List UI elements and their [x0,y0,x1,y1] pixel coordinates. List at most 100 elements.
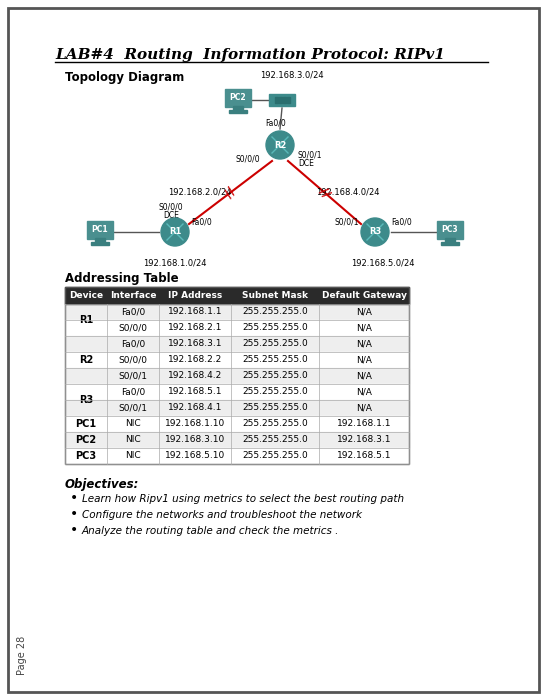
Text: 192.168.1.1: 192.168.1.1 [168,307,222,316]
Text: Fa0/0: Fa0/0 [121,340,145,349]
Text: S0/0/0: S0/0/0 [119,356,148,365]
Text: 192.168.2.0/24: 192.168.2.0/24 [168,188,232,197]
Text: N/A: N/A [356,323,372,332]
Bar [445,238,455,244]
Bar [65,384,409,400]
Text: N/A: N/A [356,356,372,365]
Text: Analyze the routing table and check the metrics .: Analyze the routing table and check the … [82,526,339,536]
Text: Subnet Mask: Subnet Mask [242,291,308,300]
Text: Learn how Ripv1 using metrics to select the best routing path: Learn how Ripv1 using metrics to select … [82,494,404,504]
Text: 255.255.255.0: 255.255.255.0 [242,323,308,332]
Text: N/A: N/A [356,307,372,316]
Text: Fa0/0: Fa0/0 [266,119,287,128]
Circle shape [161,218,189,246]
Text: N/A: N/A [356,340,372,349]
Text: 255.255.255.0: 255.255.255.0 [242,356,308,365]
Text: DCE: DCE [298,160,314,169]
Text: 255.255.255.0: 255.255.255.0 [242,340,308,349]
Text: R3: R3 [369,228,381,237]
Text: R2: R2 [274,141,286,150]
Text: PC1: PC1 [92,225,108,234]
Text: 255.255.255.0: 255.255.255.0 [242,435,308,444]
Text: S0/0/0: S0/0/0 [235,155,260,164]
Text: S0/0/1: S0/0/1 [298,150,323,160]
Text: R2: R2 [79,355,93,365]
Text: Topology Diagram: Topology Diagram [65,71,184,85]
Text: 255.255.255.0: 255.255.255.0 [242,388,308,396]
Text: N/A: N/A [356,372,372,381]
Text: 192.168.4.0/24: 192.168.4.0/24 [316,188,380,197]
Text: 255.255.255.0: 255.255.255.0 [242,452,308,461]
Bar [65,287,409,304]
Text: 255.255.255.0: 255.255.255.0 [242,403,308,412]
Bar [65,336,409,352]
Text: 192.168.2.1: 192.168.2.1 [168,323,222,332]
Bar [65,416,409,432]
Text: 192.168.5.10: 192.168.5.10 [165,452,225,461]
Text: S0/0/1: S0/0/1 [335,218,359,227]
Text: Configure the networks and troubleshoot the network: Configure the networks and troubleshoot … [82,510,362,520]
Text: N/A: N/A [356,403,372,412]
Text: S0/0/1: S0/0/1 [119,372,148,381]
Bar [225,89,251,107]
Text: S0/0/1: S0/0/1 [119,403,148,412]
Bar [279,97,282,103]
Text: 255.255.255.0: 255.255.255.0 [242,307,308,316]
Bar [275,97,278,103]
Bar [65,287,409,464]
Bar [233,106,243,112]
Text: NIC: NIC [125,419,141,428]
Bar [437,221,463,239]
Text: PC3: PC3 [441,225,458,234]
Text: R3: R3 [79,395,93,405]
Text: Fa0/0: Fa0/0 [121,307,145,316]
Text: S0/0/0: S0/0/0 [119,323,148,332]
Text: •: • [70,523,78,537]
Text: 255.255.255.0: 255.255.255.0 [242,419,308,428]
Text: Fa0/0: Fa0/0 [121,388,145,396]
Bar [65,448,409,464]
Text: Device: Device [69,291,103,300]
Text: Default Gateway: Default Gateway [322,291,406,300]
Text: IP Address: IP Address [168,291,222,300]
Text: //: // [317,185,333,200]
Text: 192.168.2.2: 192.168.2.2 [168,356,222,365]
Circle shape [266,131,294,159]
Text: LAB#4  Routing  Information Protocol: RIPv1: LAB#4 Routing Information Protocol: RIPv… [55,48,445,62]
Bar [283,97,286,103]
Text: Page 28: Page 28 [17,636,27,675]
Text: Interface: Interface [110,291,156,300]
Bar [95,238,105,244]
Text: Objectives:: Objectives: [65,478,139,491]
Bar [269,94,295,106]
Text: PC1: PC1 [75,419,97,429]
Bar [65,352,409,368]
Text: 255.255.255.0: 255.255.255.0 [242,372,308,381]
Text: //: // [223,185,238,200]
Text: Fa0/0: Fa0/0 [191,218,212,227]
Text: PC2: PC2 [230,92,246,102]
Text: S0/0/0: S0/0/0 [159,203,183,212]
Text: 192.168.3.10: 192.168.3.10 [165,435,225,444]
Circle shape [361,218,389,246]
Text: R1: R1 [79,315,93,325]
Bar [91,242,109,245]
Text: 192.168.1.10: 192.168.1.10 [165,419,225,428]
Bar [229,110,247,113]
Text: NIC: NIC [125,435,141,444]
Bar [441,242,459,245]
Text: 192.168.3.1: 192.168.3.1 [337,435,391,444]
Text: Fa0/0: Fa0/0 [391,218,412,227]
Text: PC2: PC2 [75,435,97,445]
Bar [65,432,409,448]
Bar [65,400,409,416]
Text: 192.168.5.1: 192.168.5.1 [168,388,222,396]
Bar [87,221,113,239]
Text: NIC: NIC [125,452,141,461]
Bar [65,368,409,384]
Text: DCE: DCE [163,211,179,220]
Text: 192.168.1.1: 192.168.1.1 [337,419,391,428]
Text: 192.168.3.0/24: 192.168.3.0/24 [260,71,324,80]
Text: 192.168.5.1: 192.168.5.1 [337,452,391,461]
Text: R1: R1 [169,228,181,237]
